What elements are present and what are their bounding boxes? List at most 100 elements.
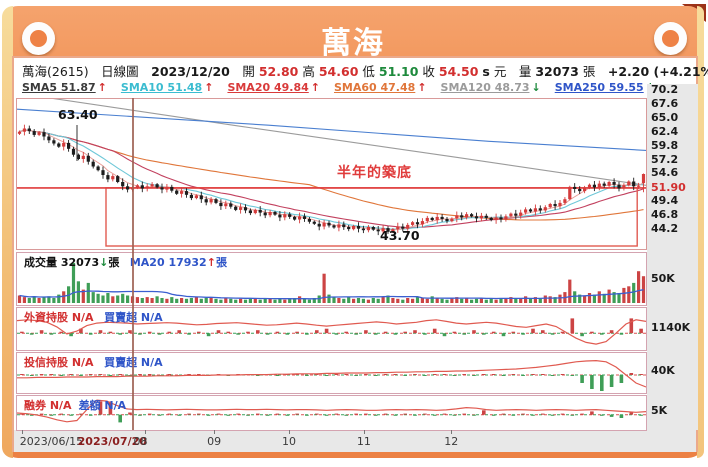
pane-label-segment bbox=[94, 356, 105, 369]
candlestick-chart[interactable] bbox=[16, 98, 647, 250]
sma-item: SMA20 49.84 bbox=[227, 81, 309, 94]
price-axis-tick: 49.4 bbox=[651, 194, 679, 208]
price-axis-tick: 65.0 bbox=[651, 110, 679, 124]
volume-pane[interactable] bbox=[16, 252, 647, 306]
trust-holdings-pane[interactable] bbox=[16, 352, 647, 394]
ohlc-label: 開 bbox=[242, 64, 259, 79]
volume-value: 32073 bbox=[535, 64, 579, 79]
price-axis-tick: 44.2 bbox=[651, 222, 679, 236]
candlestick-svg bbox=[17, 99, 646, 247]
foreign-holdings-pane[interactable] bbox=[16, 307, 647, 351]
x-axis-tick bbox=[451, 430, 453, 434]
x-axis-label: 2023/07/20 bbox=[77, 435, 147, 448]
pane-label-segment: 投信持股 N/A bbox=[24, 356, 94, 369]
short-pane-labels: 融券 N/A 差額 N/A bbox=[24, 397, 126, 413]
pane-label-segment: 差額 N/A bbox=[78, 399, 127, 412]
binder-ring-right-icon bbox=[654, 22, 687, 55]
sma-trend-arrow-icon: ↑ bbox=[204, 81, 214, 94]
ohlc-label: 低 bbox=[362, 64, 379, 79]
binder-ring-left-icon bbox=[22, 22, 55, 55]
x-axis-strip bbox=[14, 430, 696, 452]
low-price-annotation: 43.70 bbox=[380, 228, 420, 243]
sma-trend-arrow-icon: ↓ bbox=[531, 81, 541, 94]
price-axis-tick: 70.2 bbox=[651, 82, 679, 96]
x-axis-tick bbox=[363, 430, 365, 434]
pane-label-segment: ↑ bbox=[206, 256, 216, 269]
pane-label-segment: ↓ bbox=[99, 256, 109, 269]
ohlc-value: 54.60 bbox=[318, 64, 359, 79]
price-axis-tick: 59.8 bbox=[651, 138, 679, 152]
pane-label-segment bbox=[119, 256, 130, 269]
x-axis-tick bbox=[214, 430, 216, 434]
pane-label-segment: 張 bbox=[215, 256, 227, 269]
volume-pane-labels: 成交量 32073↓張 MA20 17932↑張 bbox=[24, 254, 227, 270]
ohlc-label: 收 bbox=[422, 64, 439, 79]
price-axis-column bbox=[647, 84, 698, 430]
x-axis-tick bbox=[22, 430, 24, 434]
crosshair-line[interactable] bbox=[131, 98, 134, 430]
stock-name: 萬海(2615) bbox=[22, 64, 89, 79]
pane-label-segment: 張 bbox=[108, 256, 120, 269]
bottom-building-note: 半年的築底 bbox=[337, 165, 412, 181]
x-axis-label: 09 bbox=[207, 435, 222, 448]
sma-item: SMA120 48.73 bbox=[440, 81, 530, 94]
sma-item: SMA250 59.55 bbox=[554, 81, 644, 94]
pane-label-segment: 外資持股 N/A bbox=[24, 311, 94, 324]
foreign-pane-axis: 1140K bbox=[651, 321, 691, 334]
trust-svg bbox=[17, 359, 646, 391]
x-axis-tick bbox=[144, 430, 146, 434]
price-axis-tick: 62.4 bbox=[651, 124, 679, 138]
x-axis-label: 12 bbox=[444, 435, 459, 448]
sma-item: SMA60 47.48 bbox=[333, 81, 416, 94]
volume-svg bbox=[17, 262, 646, 303]
volume-label: 量 bbox=[518, 64, 536, 79]
quote-header: 萬海(2615) 日線圖 2023/12/20 開 52.80 高 54.60 … bbox=[22, 61, 708, 80]
card-gold-edge-left bbox=[2, 6, 13, 458]
pane-label-segment: 融券 N/A bbox=[24, 399, 72, 412]
pane-label-segment: MA20 17932 bbox=[129, 256, 207, 269]
pane-label-segment bbox=[72, 399, 79, 412]
short-interest-pane[interactable] bbox=[16, 395, 647, 431]
pane-label-segment: 買賣超 N/A bbox=[104, 311, 163, 324]
price-axis-tick: 54.6 bbox=[651, 166, 679, 180]
page-title: 萬海 bbox=[321, 26, 385, 61]
price-axis-tick: 67.6 bbox=[651, 96, 679, 110]
short-pane-axis: 5K bbox=[651, 404, 668, 417]
x-axis-label: 10 bbox=[281, 435, 296, 448]
x-axis-tick bbox=[288, 430, 290, 434]
card-gold-edge-right bbox=[697, 6, 704, 458]
trust-pane-axis: 40K bbox=[651, 364, 675, 377]
x-axis-label: 11 bbox=[356, 435, 371, 448]
sma-legend: SMA5 51.87 ↑ SMA10 51.48 ↑ SMA20 49.84 ↑ SMA60… bbox=[22, 81, 669, 94]
price-axis-tick: 46.8 bbox=[651, 208, 679, 222]
sma-trend-arrow-icon: ↑ bbox=[417, 81, 427, 94]
ohlc-value: 52.80 bbox=[258, 64, 299, 79]
quote-date: 2023/12/20 bbox=[151, 64, 230, 79]
sma-item: SMA5 51.87 bbox=[22, 81, 96, 94]
ohlc-value: 54.50 bbox=[438, 64, 479, 79]
x-axis-label: 08 bbox=[133, 435, 148, 448]
chart-panel: 萬海(2615) 日線圖 2023/12/20 開 52.80 高 54.60 … bbox=[12, 56, 708, 452]
foreign-svg bbox=[17, 318, 646, 345]
ohlc-value: 51.10 bbox=[378, 64, 419, 79]
pane-label-segment: 32073 bbox=[60, 256, 100, 269]
trust-pane-labels: 投信持股 N/A 買賣超 N/A bbox=[24, 354, 163, 370]
sma-item: SMA10 51.48 bbox=[120, 81, 203, 94]
foreign-pane-labels: 外資持股 N/A 買賣超 N/A bbox=[24, 309, 163, 325]
current-price-label: 51.90 bbox=[651, 180, 686, 194]
sma-trend-arrow-icon: ↑ bbox=[97, 81, 107, 94]
change-value: +2.20 (+4.21%) bbox=[607, 64, 708, 79]
peak-price-annotation: 63.40 bbox=[58, 107, 98, 122]
sma-trend-arrow-icon: ↑ bbox=[310, 81, 320, 94]
ohlc-label: 高 bbox=[302, 64, 319, 79]
pane-label-segment bbox=[94, 311, 105, 324]
volume-pane-axis: 50K bbox=[651, 272, 675, 285]
period-label: 日線圖 bbox=[101, 64, 139, 79]
pane-label-segment: 成交量 bbox=[24, 256, 61, 269]
short-svg bbox=[17, 399, 646, 423]
pane-label-segment: 買賣超 N/A bbox=[104, 356, 163, 369]
price-unit: s 元 bbox=[482, 64, 507, 79]
x-axis-label: 2023/06/15 bbox=[19, 435, 84, 448]
price-axis-tick: 57.2 bbox=[651, 152, 679, 166]
